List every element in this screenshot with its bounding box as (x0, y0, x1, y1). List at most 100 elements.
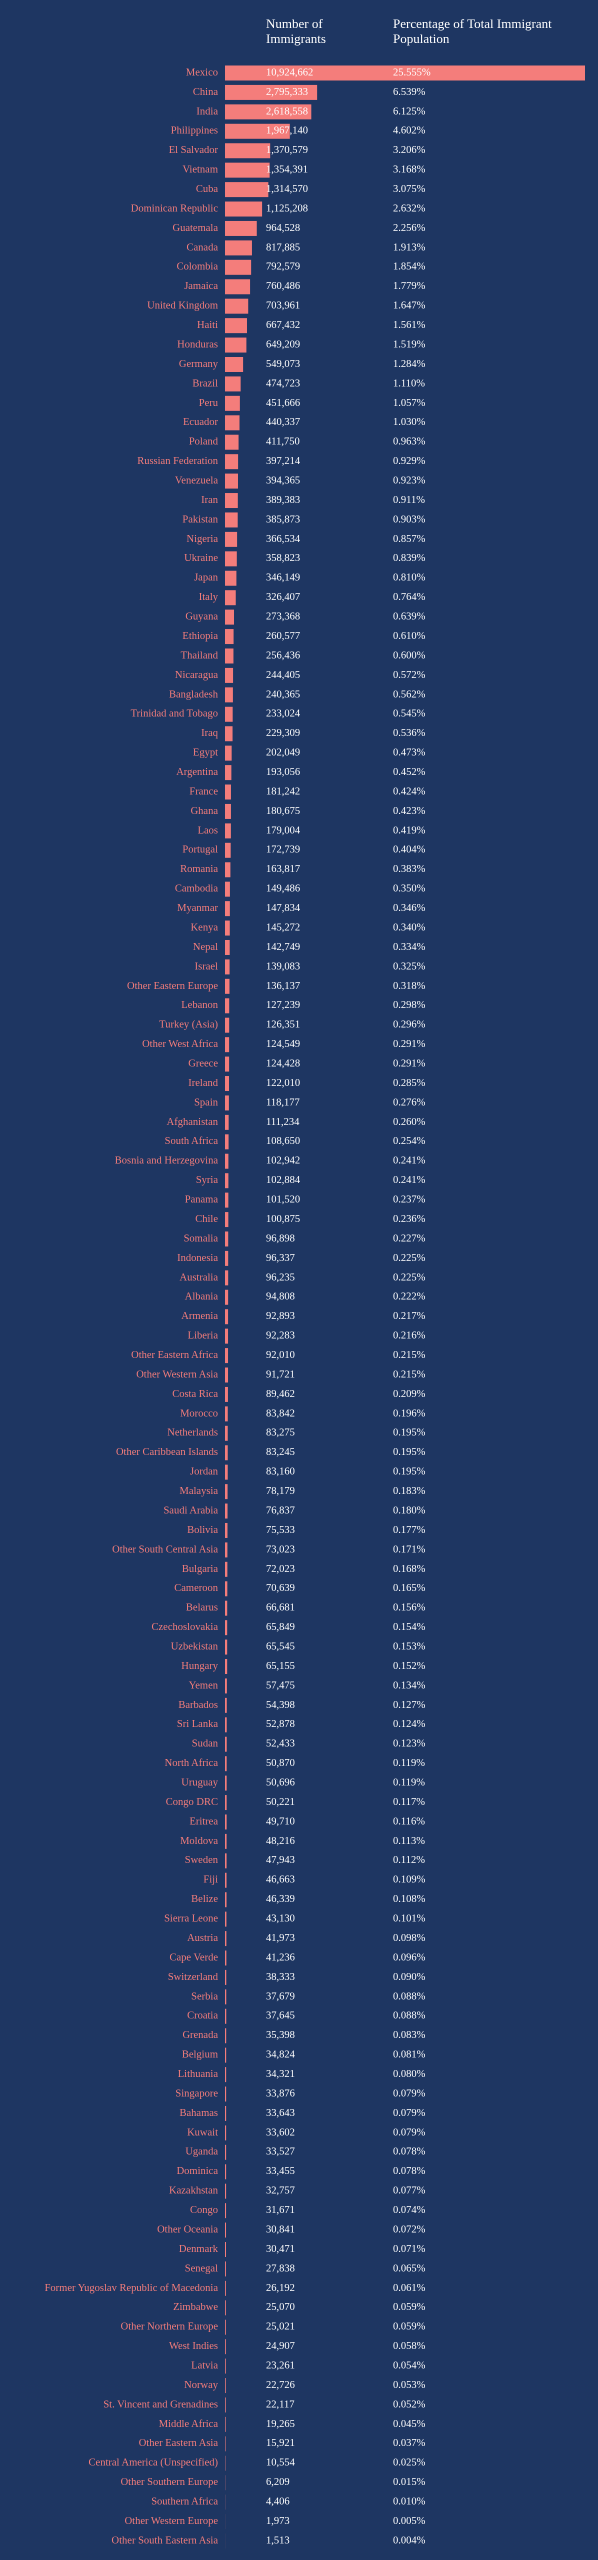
category-label: Cambodia (175, 884, 218, 895)
percent-label: 0.124% (393, 1719, 426, 1730)
category-label: Chile (195, 1214, 218, 1225)
bar (225, 493, 238, 509)
bar (225, 2319, 226, 2335)
column-header: Number of Immigrants (266, 16, 326, 46)
category-label: Saudi Arabia (163, 1505, 218, 1516)
value-label: 96,235 (266, 1272, 295, 1283)
bar (225, 279, 251, 295)
bar (225, 182, 269, 198)
percent-label: 0.119% (393, 1778, 425, 1789)
value-label: 240,365 (266, 689, 300, 700)
percent-label: 0.196% (393, 1408, 426, 1419)
category-label: Latvia (191, 2361, 218, 2372)
value-label: 100,875 (266, 1214, 300, 1225)
percent-label: 0.183% (393, 1486, 426, 1497)
percent-label: 0.098% (393, 1933, 426, 1944)
value-label: 92,010 (266, 1350, 295, 1361)
category-label: Kuwait (187, 2127, 218, 2138)
percent-label: 0.237% (393, 1195, 426, 1206)
category-label: Belize (191, 1894, 218, 1905)
value-label: 33,455 (266, 2166, 295, 2177)
value-label: 2,795,333 (266, 87, 308, 98)
percent-label: 0.923% (393, 476, 426, 487)
percent-label: 6.539% (393, 87, 426, 98)
percent-label: 0.423% (393, 806, 426, 817)
value-label: 4,406 (266, 2497, 290, 2508)
bar (225, 1950, 227, 1966)
bar (225, 1795, 227, 1811)
bar (225, 842, 231, 858)
category-label: Japan (194, 573, 219, 584)
bar (225, 201, 263, 217)
value-label: 1,513 (266, 2535, 290, 2546)
category-label: Bosnia and Herzegovina (115, 1156, 219, 1167)
value-label: 96,337 (266, 1253, 295, 1264)
category-label: Croatia (187, 2011, 218, 2022)
percent-label: 0.350% (393, 884, 426, 895)
value-label: 817,885 (266, 242, 300, 253)
category-label: Costa Rica (172, 1389, 218, 1400)
percent-label: 0.052% (393, 2399, 426, 2410)
bar (225, 143, 271, 159)
value-label: 75,533 (266, 1525, 295, 1536)
bar (225, 395, 240, 411)
value-label: 92,893 (266, 1311, 295, 1322)
category-label: Peru (199, 398, 219, 409)
percent-label: 0.059% (393, 2322, 426, 2333)
percent-label: 0.025% (393, 2458, 426, 2469)
bar (225, 259, 252, 275)
category-label: Bolivia (187, 1525, 218, 1536)
bar (225, 901, 230, 917)
percent-label: 0.241% (393, 1175, 426, 1186)
category-label: Honduras (177, 339, 218, 350)
bar (225, 162, 270, 178)
percent-label: 0.074% (393, 2205, 426, 2216)
bar (225, 1348, 229, 1364)
bar (225, 1659, 228, 1675)
percent-label: 0.291% (393, 1058, 426, 1069)
category-label: Syria (196, 1175, 219, 1186)
percent-label: 0.600% (393, 650, 426, 661)
category-label: Brazil (192, 378, 218, 389)
category-label: Somalia (184, 1233, 219, 1244)
value-label: 394,365 (266, 476, 300, 487)
percent-label: 0.346% (393, 903, 426, 914)
percent-label: 0.291% (393, 1039, 426, 1050)
bar (225, 1309, 229, 1325)
category-label: Eritrea (189, 1816, 218, 1827)
value-label: 15,921 (266, 2438, 295, 2449)
percent-label: 0.004% (393, 2535, 426, 2546)
value-label: 440,337 (266, 417, 300, 428)
percent-label: 1.110% (393, 378, 425, 389)
bar (225, 881, 230, 897)
category-label: Yemen (189, 1680, 219, 1691)
bar (225, 2397, 226, 2413)
bar (225, 2261, 226, 2277)
category-label: Middle Africa (159, 2419, 219, 2430)
category-label: Pakistan (182, 514, 218, 525)
percent-label: 0.334% (393, 942, 426, 953)
bar (225, 1969, 227, 1985)
bar (225, 1931, 227, 1947)
percent-label: 0.058% (393, 2341, 426, 2352)
category-label: Other Eastern Africa (131, 1350, 218, 1361)
category-label: Philippines (171, 126, 218, 137)
category-label: Australia (180, 1272, 219, 1283)
percent-label: 0.180% (393, 1505, 426, 1516)
percent-label: 0.116% (393, 1816, 425, 1827)
bar (225, 978, 230, 994)
category-label: Norway (184, 2380, 219, 2391)
bar (225, 1425, 228, 1441)
category-label: Denmark (179, 2244, 219, 2255)
value-label: 22,117 (266, 2399, 295, 2410)
bar (225, 920, 230, 936)
percent-label: 0.053% (393, 2380, 426, 2391)
category-label: Cape Verde (170, 1952, 219, 1963)
category-label: Sri Lanka (177, 1719, 218, 1730)
bar (225, 726, 233, 742)
bar (225, 2378, 226, 2394)
value-label: 50,221 (266, 1797, 295, 1808)
percent-label: 0.119% (393, 1758, 425, 1769)
bar (225, 1697, 227, 1713)
